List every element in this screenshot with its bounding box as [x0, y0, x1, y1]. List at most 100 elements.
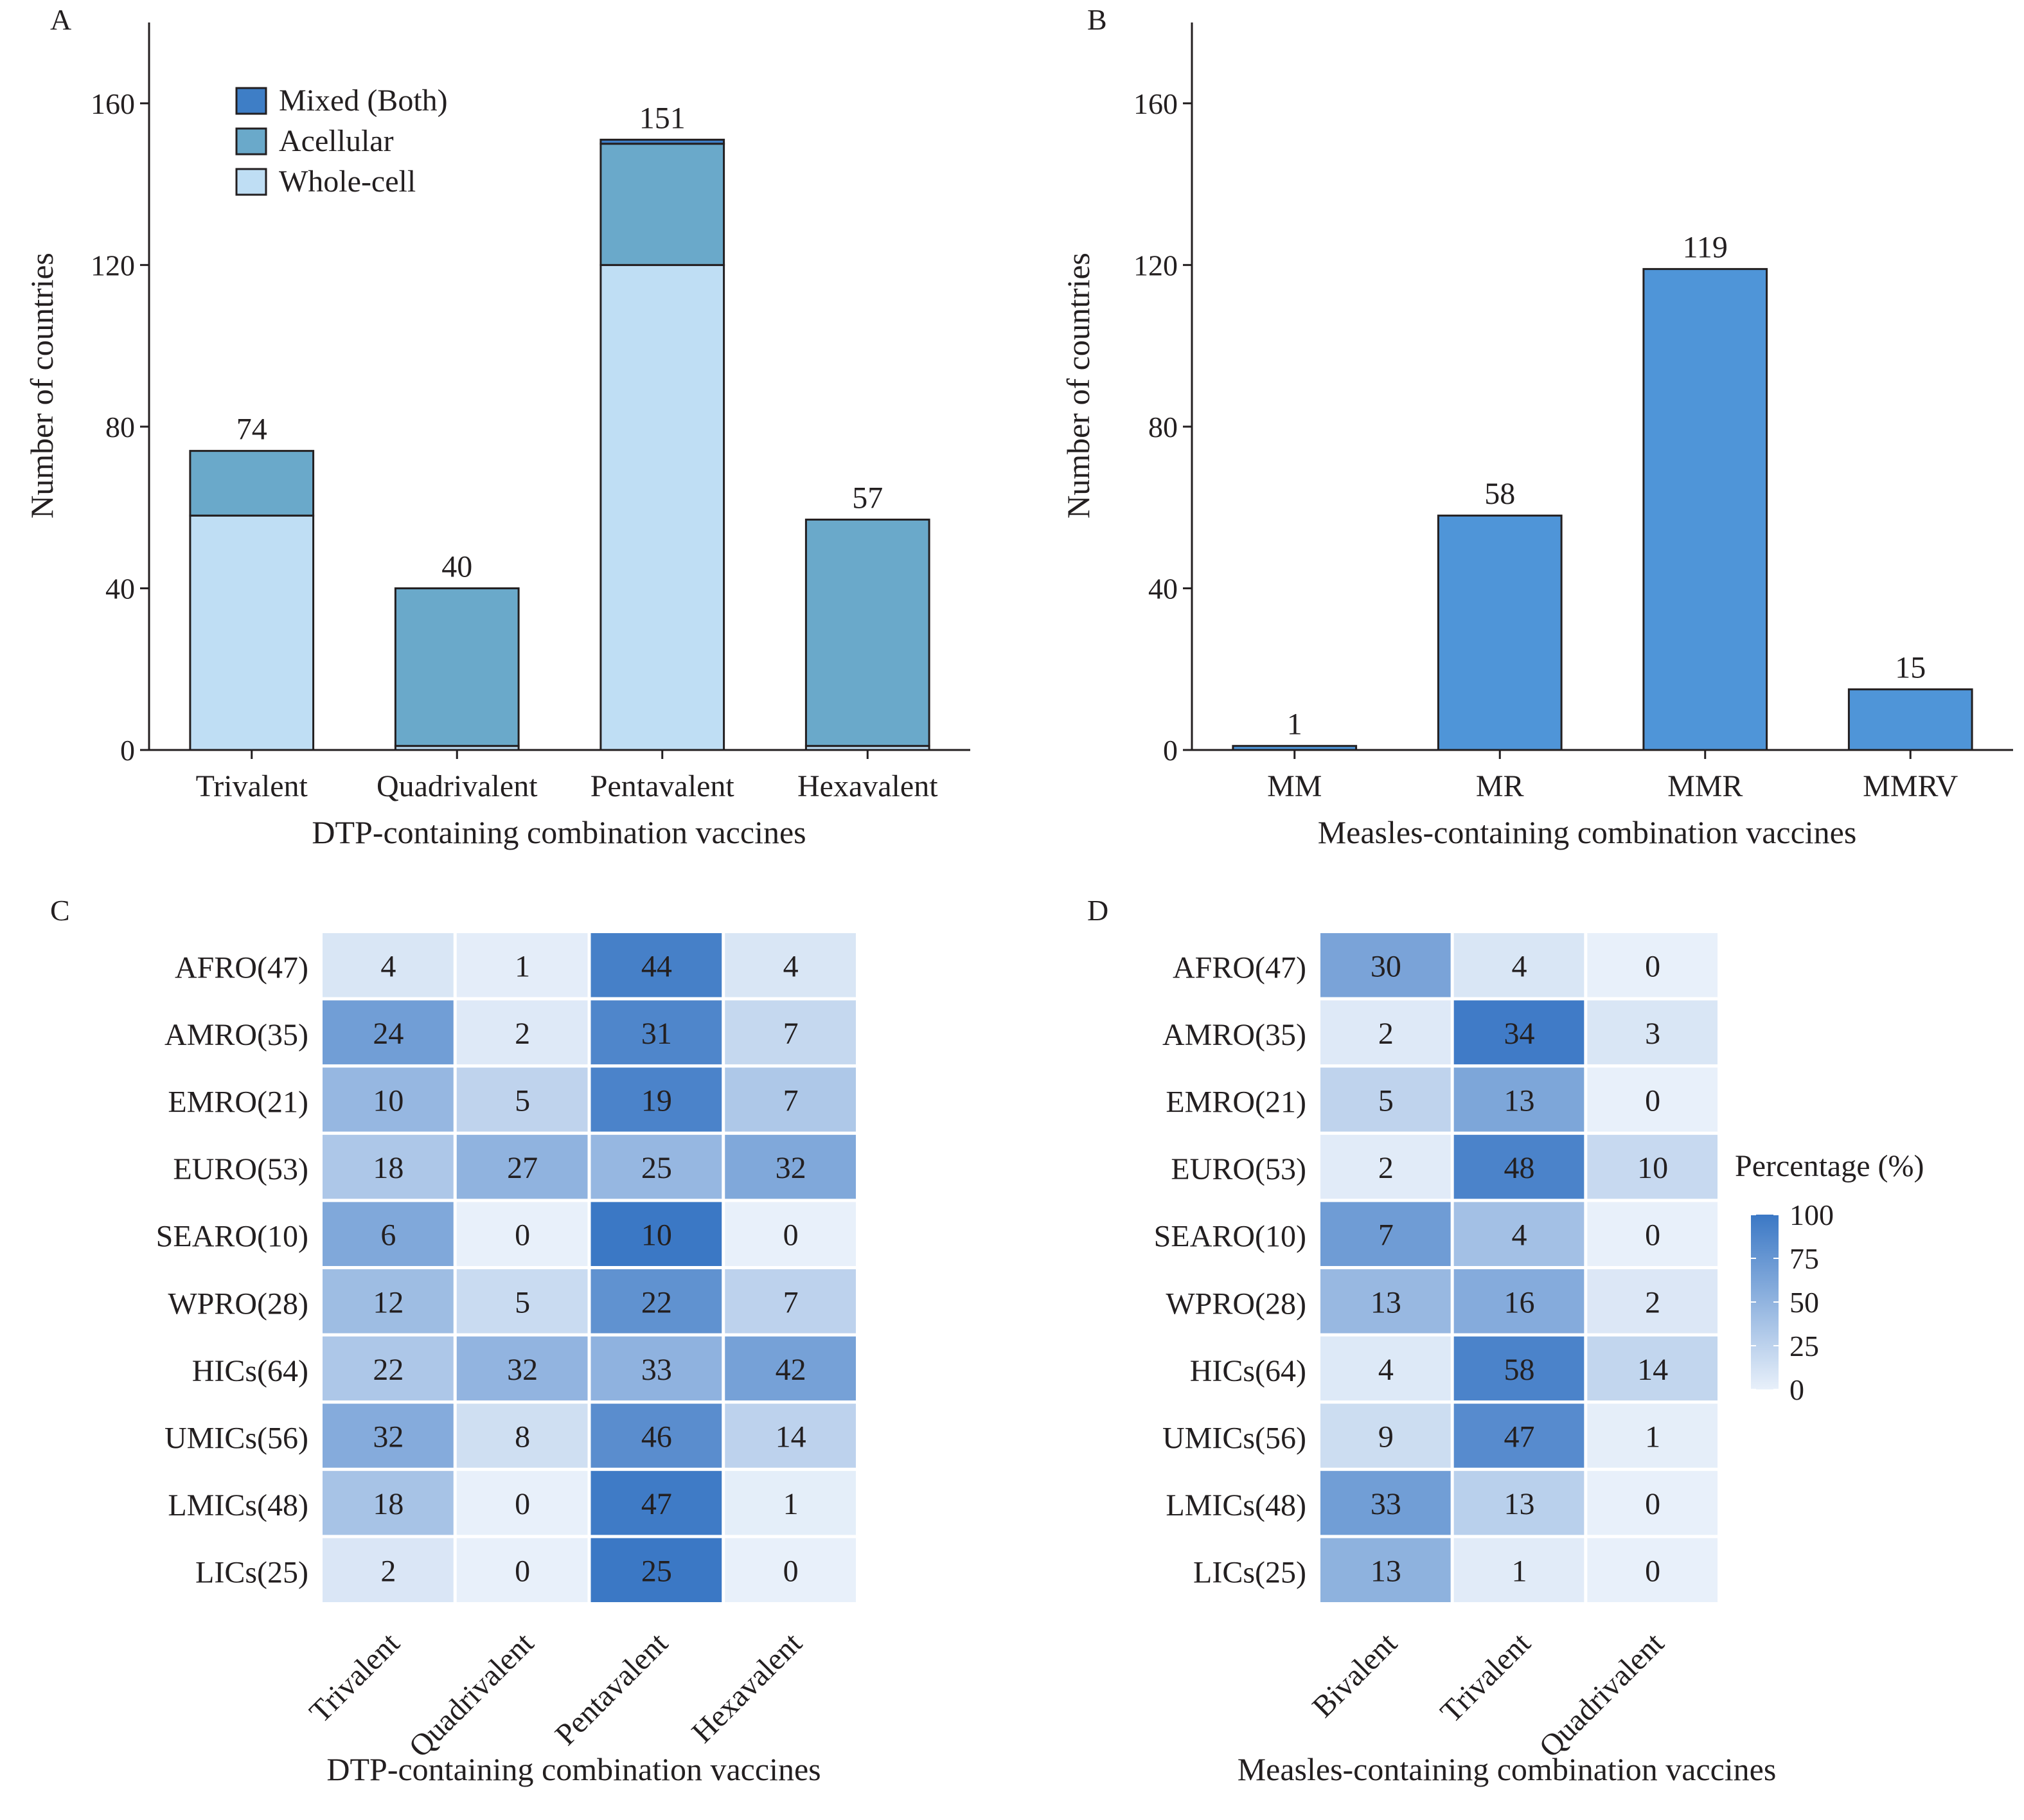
panel-d-cell [1320, 1134, 1451, 1199]
panel-c-row-label: AMRO(35) [164, 1018, 308, 1052]
panel-c-cell-value: 0 [783, 1218, 799, 1253]
panel-c-cell [590, 1067, 722, 1132]
panel-d-cell-value: 13 [1371, 1555, 1401, 1589]
colorbar-title: Percentage (%) [1735, 1149, 1924, 1183]
panel-d-cell-value: 2 [1645, 1285, 1660, 1319]
panel-letter-d: D [1087, 894, 1108, 927]
panel-d-cell [1587, 1269, 1718, 1334]
panel-c-cell-value: 0 [783, 1555, 799, 1589]
panel-c-cell [725, 1202, 856, 1266]
panel-c-cell [456, 1000, 588, 1065]
panel-d-cell-value: 0 [1645, 1084, 1660, 1118]
panel-a-bar-value-label: 57 [852, 481, 883, 515]
panel-c-cell [725, 1470, 856, 1535]
panel-d-cell [1453, 933, 1585, 997]
panel-d-cell-value: 0 [1645, 1555, 1660, 1589]
panel-d-cell-value: 47 [1504, 1420, 1535, 1454]
panel-d-cell-value: 2 [1378, 1151, 1394, 1185]
panel-c-cell [725, 1067, 856, 1132]
panel-c-cell-value: 2 [515, 1017, 530, 1051]
panel-d-row-label: AMRO(35) [1162, 1018, 1306, 1052]
panel-a-bar-segment-acellular [804, 519, 930, 747]
colorbar-tick-label: 100 [1789, 1199, 1834, 1231]
panel-c-cell-value: 8 [515, 1420, 530, 1454]
panel-a-y-tick-label: 0 [120, 734, 135, 767]
panel-d-cell [1320, 1202, 1451, 1266]
panel-d-heatmap: Measles-containing combination vaccines … [1154, 933, 1924, 1787]
panel-d-cell [1453, 1269, 1585, 1334]
panel-d-column-label: Bivalent [1306, 1626, 1404, 1724]
panel-d-cell [1453, 1202, 1585, 1266]
panel-c-cell [456, 1269, 588, 1334]
panel-c-cell-value: 4 [783, 949, 799, 983]
panel-d-row-label: EURO(53) [1171, 1152, 1306, 1186]
panel-d-cell [1587, 1067, 1718, 1132]
panel-c-cell [725, 1336, 856, 1401]
legend-swatch-whole-cell [235, 168, 267, 196]
panel-a-bar-segment-acellular [394, 587, 520, 747]
colorbar-tick-label: 0 [1789, 1373, 1804, 1406]
panel-d-cell-value: 4 [1512, 1218, 1527, 1253]
panel-a-bar-segment-mixed-both [599, 138, 725, 145]
panel-c-column-label: Pentavalent [549, 1626, 675, 1752]
panel-d-cell [1453, 1336, 1585, 1401]
panel-d-cell-value: 33 [1371, 1487, 1401, 1521]
panel-d-cell-value: 0 [1645, 949, 1660, 983]
panel-c-cell [323, 1269, 454, 1334]
panel-d-cell [1587, 1000, 1718, 1065]
panel-c-cell [323, 1336, 454, 1401]
panel-a-bar-value-label: 74 [236, 413, 267, 447]
panel-c-cell [323, 1067, 454, 1132]
panel-a-y-tick-label: 40 [105, 572, 135, 605]
panel-c-row-label: LICs(25) [195, 1556, 308, 1590]
panel-c-cell-value: 22 [373, 1353, 404, 1387]
panel-d-cell-value: 3 [1645, 1017, 1660, 1051]
panel-b-bar [1437, 514, 1563, 751]
panel-b-bar [1232, 745, 1358, 751]
panel-c-row-label: WPRO(28) [168, 1287, 308, 1321]
colorbar: Percentage (%) 0 25 50 75 100 [1735, 1149, 1924, 1406]
panel-a-y-axis-label: Number of countries [24, 253, 60, 519]
panel-d-cell [1453, 1538, 1585, 1602]
panel-c-cell-value: 4 [380, 949, 396, 983]
panel-d-cell [1587, 1134, 1718, 1199]
panel-d-cell [1587, 1404, 1718, 1468]
panel-b-x-tick-label: MR [1476, 769, 1524, 803]
panel-c-cell-value: 1 [783, 1487, 799, 1521]
panel-c-cell-value: 32 [373, 1420, 404, 1454]
panel-d-x-axis-label: Measles-containing combination vaccines [1238, 1751, 1777, 1787]
panel-c-row-label: AFRO(47) [175, 950, 308, 985]
panel-d-cell-value: 58 [1504, 1353, 1535, 1387]
panel-letter-c: C [50, 894, 70, 927]
panel-c-x-axis-label: DTP-containing combination vaccines [326, 1751, 821, 1787]
panel-c-row-label: UMICs(56) [164, 1422, 308, 1456]
panel-d-cell [1453, 1067, 1585, 1132]
panel-d-cell-value: 9 [1378, 1420, 1394, 1454]
panel-c-cell [323, 1134, 454, 1199]
panel-c-cell [323, 1000, 454, 1065]
panel-c-cell [323, 1470, 454, 1535]
panel-c-row-label: HICs(64) [192, 1354, 308, 1388]
panel-d-row-label: SEARO(10) [1154, 1220, 1306, 1254]
panel-a-stacked-bar-chart: Number of countries DTP-containing combi… [24, 22, 970, 850]
panel-d-cell [1587, 1336, 1718, 1401]
panel-c-cell [323, 1404, 454, 1468]
panel-d-cell [1320, 1336, 1451, 1401]
panel-c-column-label: Hexavalent [685, 1626, 808, 1749]
panel-c-cell-value: 27 [507, 1151, 538, 1185]
legend-label: Acellular [279, 124, 394, 158]
panel-c-cell [725, 1000, 856, 1065]
panel-b-y-tick-label: 80 [1148, 411, 1178, 443]
panel-c-cell-value: 5 [515, 1084, 530, 1118]
panel-d-row-label: LICs(25) [1193, 1556, 1306, 1590]
panel-c-cell-value: 18 [373, 1151, 404, 1185]
panel-c-cell-value: 44 [641, 949, 672, 983]
panel-d-cell [1587, 1538, 1718, 1602]
colorbar-tick-label: 50 [1789, 1286, 1819, 1319]
panel-d-cell [1320, 1067, 1451, 1132]
panel-c-cell [590, 1269, 722, 1334]
panel-d-cell [1320, 1269, 1451, 1334]
panel-d-cell-value: 10 [1637, 1151, 1668, 1185]
panel-c-cell-value: 33 [641, 1353, 672, 1387]
